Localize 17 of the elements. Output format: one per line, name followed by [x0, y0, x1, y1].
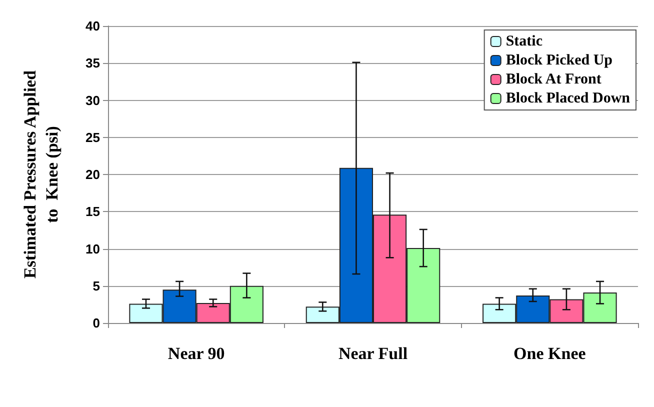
y-tick-label: 25: [86, 130, 100, 145]
y-tick-label: 15: [86, 204, 100, 220]
y-tick-label: 5: [92, 278, 100, 294]
legend-label: Block Picked Up: [506, 52, 613, 68]
y-tick-label: 20: [86, 167, 100, 182]
y-axis-title: Estimated Pressures Applied to Knee (psi): [20, 70, 62, 279]
y-tick-label: 0: [92, 316, 100, 330]
y-tick-label: 30: [86, 92, 100, 108]
legend-label: Block At Front: [506, 72, 602, 88]
legend-label: Block Placed Down: [506, 90, 631, 106]
x-tick-label: Near Full: [338, 344, 408, 363]
legend-label: Static: [506, 34, 543, 50]
x-tick-label: One Knee: [514, 344, 586, 363]
y-tick-label: 40: [86, 18, 100, 34]
x-tick-label: Near 90: [168, 344, 225, 363]
y-tick-label: 35: [86, 56, 100, 71]
y-tick-label: 10: [86, 241, 100, 256]
